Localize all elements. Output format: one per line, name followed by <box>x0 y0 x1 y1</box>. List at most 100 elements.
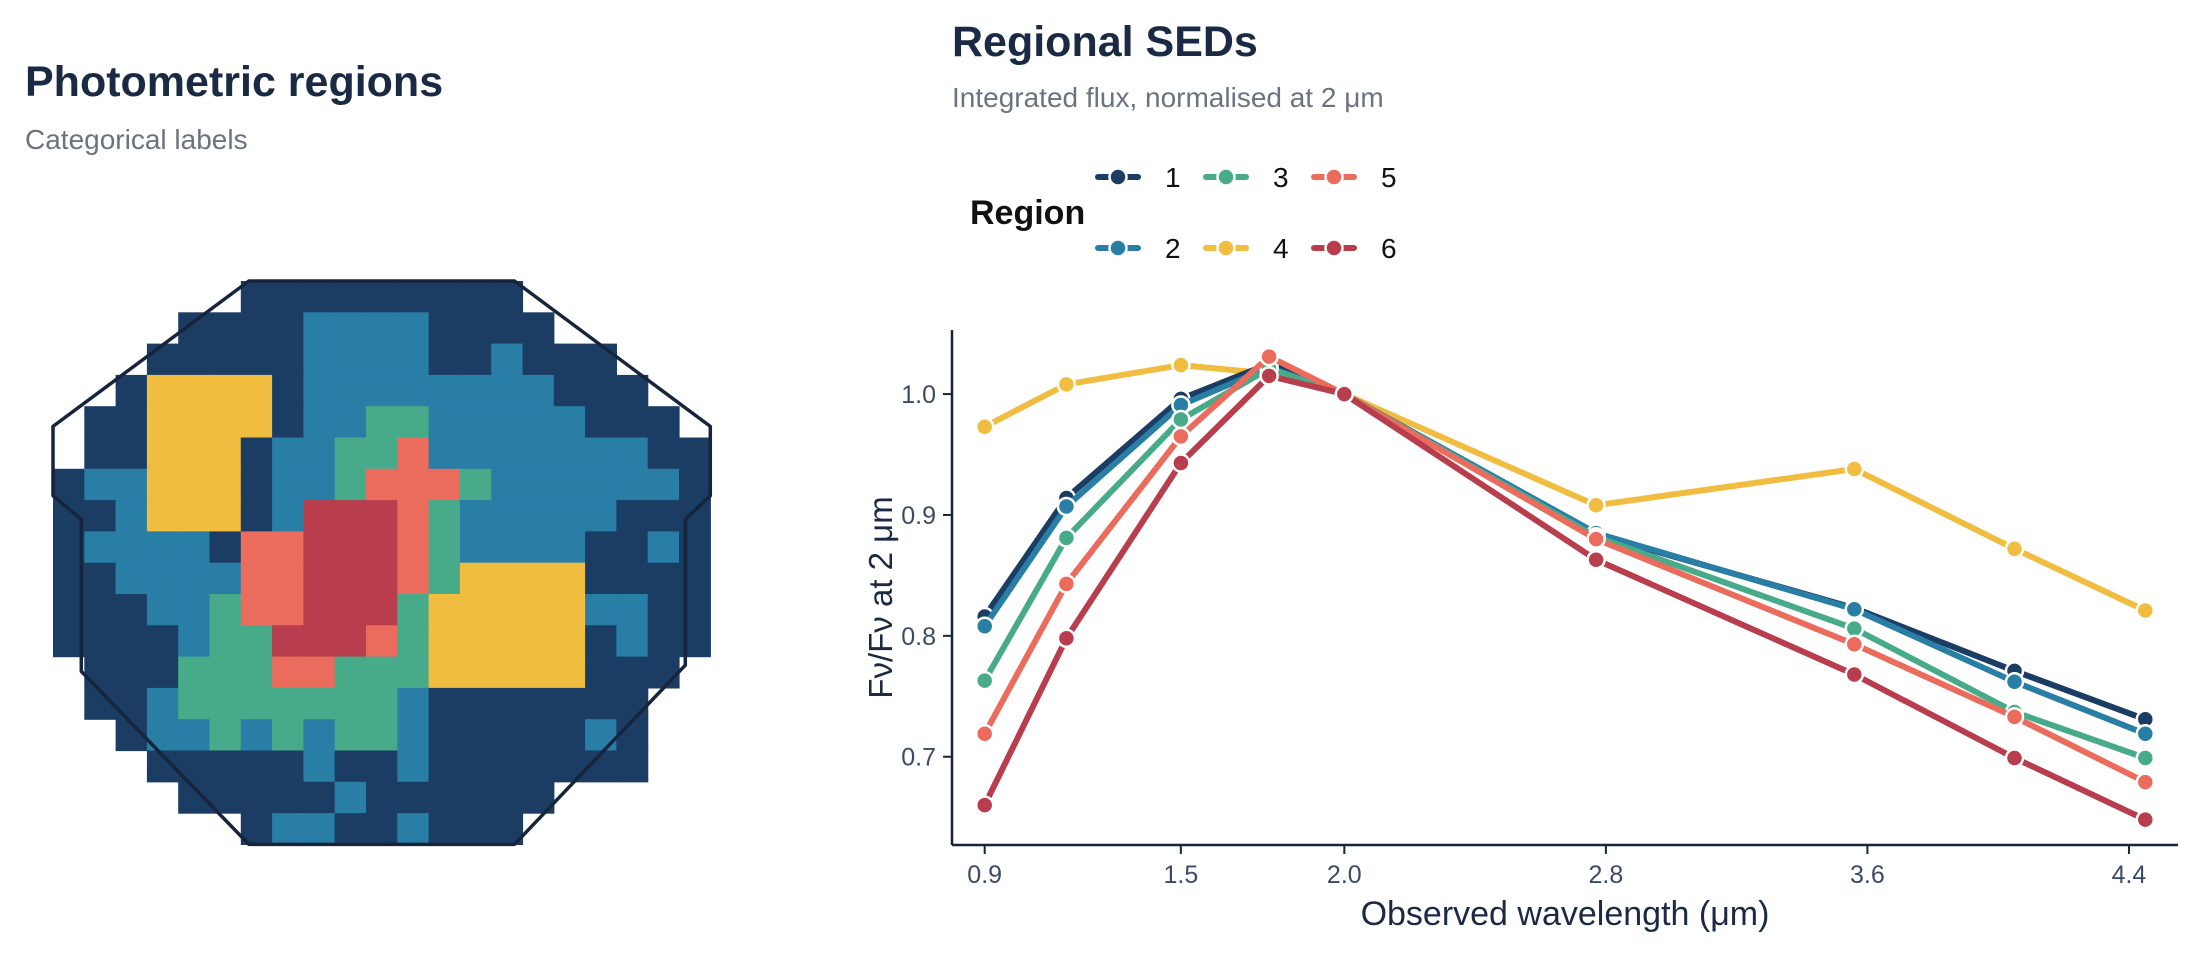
region-cell-1 <box>84 562 117 595</box>
region-cell-6 <box>334 500 367 532</box>
region-map-subtitle: Categorical labels <box>25 124 248 155</box>
region-cell-1 <box>585 656 617 689</box>
region-cell-4 <box>522 625 555 658</box>
region-cell-1 <box>303 281 336 313</box>
region-cell-2 <box>303 719 336 752</box>
data-point-4 <box>2004 539 2025 559</box>
region-cell-2 <box>647 531 680 564</box>
series-4 <box>974 355 2156 621</box>
region-cell-4 <box>209 406 242 439</box>
region-cell-2 <box>272 437 304 470</box>
data-point-5 <box>2004 707 2025 727</box>
region-cell-3 <box>397 625 430 658</box>
region-cell-1 <box>647 437 680 470</box>
region-cell-2 <box>397 750 430 783</box>
region-cell-4 <box>146 437 179 470</box>
region-cell-4 <box>553 656 586 689</box>
region-cell-1 <box>616 500 649 532</box>
region-cell-5 <box>272 594 304 626</box>
data-point-6 <box>1259 366 1279 386</box>
region-cell-5 <box>397 562 430 595</box>
region-cell-4 <box>522 656 555 689</box>
region-cell-2 <box>303 406 336 439</box>
region-cell-6 <box>334 594 367 626</box>
region-cell-2 <box>491 437 524 470</box>
region-cell-1 <box>84 437 117 470</box>
region-cell-1 <box>459 813 492 845</box>
region-cell-2 <box>146 594 179 626</box>
region-cell-1 <box>647 500 680 532</box>
region-cell-1 <box>240 437 273 470</box>
data-point-6 <box>974 795 995 815</box>
region-cell-2 <box>303 312 336 345</box>
region-cell-1 <box>616 687 649 720</box>
region-cell-1 <box>679 437 711 470</box>
region-cell-3 <box>334 719 367 752</box>
region-cell-3 <box>240 656 273 689</box>
region-cell-1 <box>585 562 617 595</box>
region-cell-2 <box>459 437 492 470</box>
region-cell-6 <box>303 594 336 626</box>
region-cell-2 <box>616 625 649 658</box>
legend-label-6: 6 <box>1381 233 1397 264</box>
region-cell-4 <box>209 500 242 532</box>
data-point-4 <box>1586 495 1606 516</box>
region-cell-1 <box>428 343 461 376</box>
region-cell-3 <box>178 656 211 689</box>
region-cell-2 <box>272 813 304 845</box>
region-cell-1 <box>84 656 117 689</box>
region-cell-2 <box>428 406 461 439</box>
region-cell-2 <box>553 406 586 439</box>
region-cell-1 <box>428 281 461 313</box>
region-cell-1 <box>272 312 304 345</box>
region-cell-2 <box>146 687 179 720</box>
region-cell-1 <box>240 500 273 532</box>
region-cell-4 <box>553 625 586 658</box>
region-cell-1 <box>272 343 304 376</box>
region-cell-3 <box>240 687 273 720</box>
region-cell-1 <box>553 750 586 783</box>
region-cell-1 <box>459 312 492 345</box>
region-cell-6 <box>366 500 398 532</box>
region-cell-1 <box>491 281 524 313</box>
data-point-3 <box>2135 748 2156 768</box>
region-cell-1 <box>272 281 304 313</box>
region-cell-6 <box>366 531 398 564</box>
region-grid <box>53 281 711 845</box>
region-cell-2 <box>272 500 304 532</box>
region-cell-2 <box>272 468 304 501</box>
region-cell-6 <box>334 625 367 658</box>
region-cell-1 <box>428 813 461 845</box>
region-cell-4 <box>209 468 242 501</box>
region-cell-1 <box>585 374 617 407</box>
region-cell-2 <box>585 594 617 626</box>
region-cell-4 <box>428 625 461 658</box>
data-point-2 <box>2135 724 2156 744</box>
x-axis-label: Observed wavelength (μm) <box>1361 895 1770 933</box>
data-point-4 <box>1844 459 1865 479</box>
data-point-6 <box>1586 549 1606 570</box>
region-cell-1 <box>491 750 524 783</box>
region-cell-2 <box>522 437 555 470</box>
region-cell-4 <box>178 437 211 470</box>
region-cell-3 <box>209 625 242 658</box>
region-cell-4 <box>459 562 492 595</box>
region-cell-3 <box>334 687 367 720</box>
region-cell-1 <box>522 343 555 376</box>
region-cell-6 <box>272 625 304 658</box>
region-cell-1 <box>616 562 649 595</box>
region-cell-2 <box>553 531 586 564</box>
data-point-3 <box>974 670 995 691</box>
region-cell-2 <box>84 468 117 501</box>
data-point-4 <box>974 416 995 437</box>
region-cell-2 <box>397 343 430 376</box>
region-cell-2 <box>553 437 586 470</box>
legend: Region 1 2 3 4 5 6 <box>970 162 1397 264</box>
legend-title: Region <box>970 194 1085 232</box>
region-cell-2 <box>366 343 398 376</box>
region-cell-3 <box>272 719 304 752</box>
region-cell-4 <box>553 562 586 595</box>
region-cell-2 <box>522 374 555 407</box>
region-cell-2 <box>459 406 492 439</box>
region-cell-2 <box>616 594 649 626</box>
